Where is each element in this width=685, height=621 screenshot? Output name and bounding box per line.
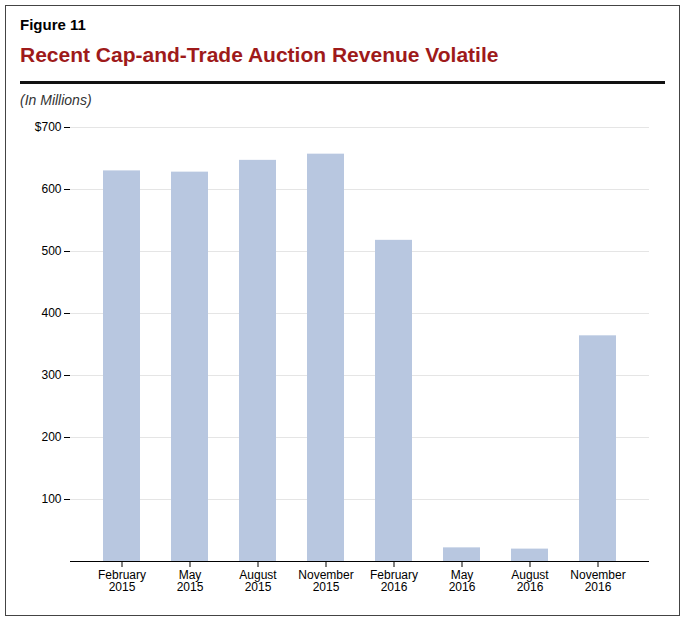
svg-text:August2015: August2015 xyxy=(239,568,277,594)
svg-text:February2016: February2016 xyxy=(370,568,418,594)
svg-text:February2015: February2015 xyxy=(98,568,146,594)
svg-text:November2016: November2016 xyxy=(570,568,625,594)
svg-text:600: 600 xyxy=(41,182,61,196)
svg-text:May2016: May2016 xyxy=(449,568,476,594)
svg-text:100: 100 xyxy=(41,492,61,506)
svg-text:$700: $700 xyxy=(35,120,62,134)
html-text:(In Millions): (In Millions) xyxy=(20,92,92,108)
svg-text:200: 200 xyxy=(41,430,61,444)
svg-text:500: 500 xyxy=(41,244,61,258)
svg-text:November2015: November2015 xyxy=(298,568,353,594)
svg-text:August2016: August2016 xyxy=(511,568,549,594)
svg-text:May2015: May2015 xyxy=(177,568,204,594)
html-text:Figure 11: Figure 11 xyxy=(20,16,86,33)
svg-text:400: 400 xyxy=(41,306,61,320)
html-text:Recent Cap-and-Trade Auction R: Recent Cap-and-Trade Auction Revenue Vol… xyxy=(20,43,499,66)
svg-text:300: 300 xyxy=(41,368,61,382)
